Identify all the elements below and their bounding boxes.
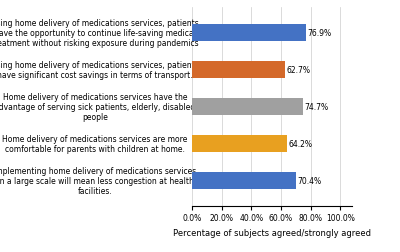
Text: 62.7%: 62.7% <box>286 66 310 75</box>
Text: 70.4%: 70.4% <box>298 176 322 185</box>
X-axis label: Percentage of subjects agreed/strongly agreed: Percentage of subjects agreed/strongly a… <box>173 228 371 237</box>
Text: 74.7%: 74.7% <box>304 103 328 112</box>
Bar <box>192 173 296 189</box>
Bar <box>192 136 287 152</box>
Bar <box>192 62 285 79</box>
Text: 64.2%: 64.2% <box>288 140 312 148</box>
Text: 76.9%: 76.9% <box>307 29 331 38</box>
Bar <box>192 25 306 42</box>
Bar <box>192 99 303 115</box>
